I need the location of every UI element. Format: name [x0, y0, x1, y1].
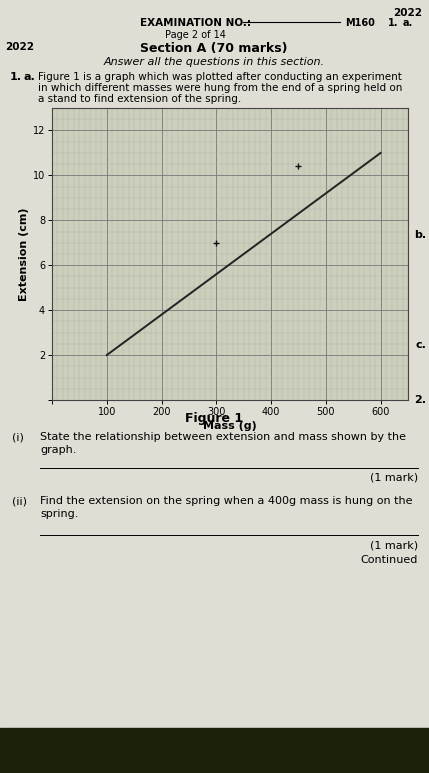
Text: (1 mark): (1 mark): [370, 472, 418, 482]
Text: Page 2 of 14: Page 2 of 14: [165, 30, 225, 40]
Text: a.: a.: [403, 18, 413, 28]
Text: Find the extension on the spring when a 400g mass is hung on the: Find the extension on the spring when a …: [40, 496, 413, 506]
Text: Continued: Continued: [361, 555, 418, 565]
Text: a.: a.: [24, 72, 36, 82]
Text: graph.: graph.: [40, 445, 76, 455]
Text: EXAMINATION NO.:: EXAMINATION NO.:: [139, 18, 251, 28]
Text: in which different masses were hung from the end of a spring held on: in which different masses were hung from…: [38, 83, 402, 93]
Text: 2022: 2022: [5, 42, 34, 52]
Text: (i): (i): [12, 432, 24, 442]
Text: 1.: 1.: [388, 18, 399, 28]
Text: spring.: spring.: [40, 509, 79, 519]
Text: (ii): (ii): [12, 496, 27, 506]
Y-axis label: Extension (cm): Extension (cm): [18, 207, 28, 301]
Text: State the relationship between extension and mass shown by the: State the relationship between extension…: [40, 432, 406, 442]
Text: Section A (70 marks): Section A (70 marks): [140, 42, 288, 55]
Text: b.: b.: [414, 230, 426, 240]
Text: Figure 1 is a graph which was plotted after conducting an experiment: Figure 1 is a graph which was plotted af…: [38, 72, 402, 82]
Text: Answer all the questions in this section.: Answer all the questions in this section…: [103, 57, 324, 67]
Text: 2022: 2022: [393, 8, 422, 18]
Text: M160: M160: [345, 18, 375, 28]
Bar: [0, 728, 429, 773]
Text: c.: c.: [415, 340, 426, 350]
Text: a stand to find extension of the spring.: a stand to find extension of the spring.: [38, 94, 241, 104]
Text: (1 mark): (1 mark): [370, 540, 418, 550]
Text: 1.: 1.: [10, 72, 22, 82]
X-axis label: Mass (g): Mass (g): [203, 421, 257, 431]
Text: 2.: 2.: [414, 395, 426, 405]
Text: Figure 1: Figure 1: [185, 412, 243, 425]
